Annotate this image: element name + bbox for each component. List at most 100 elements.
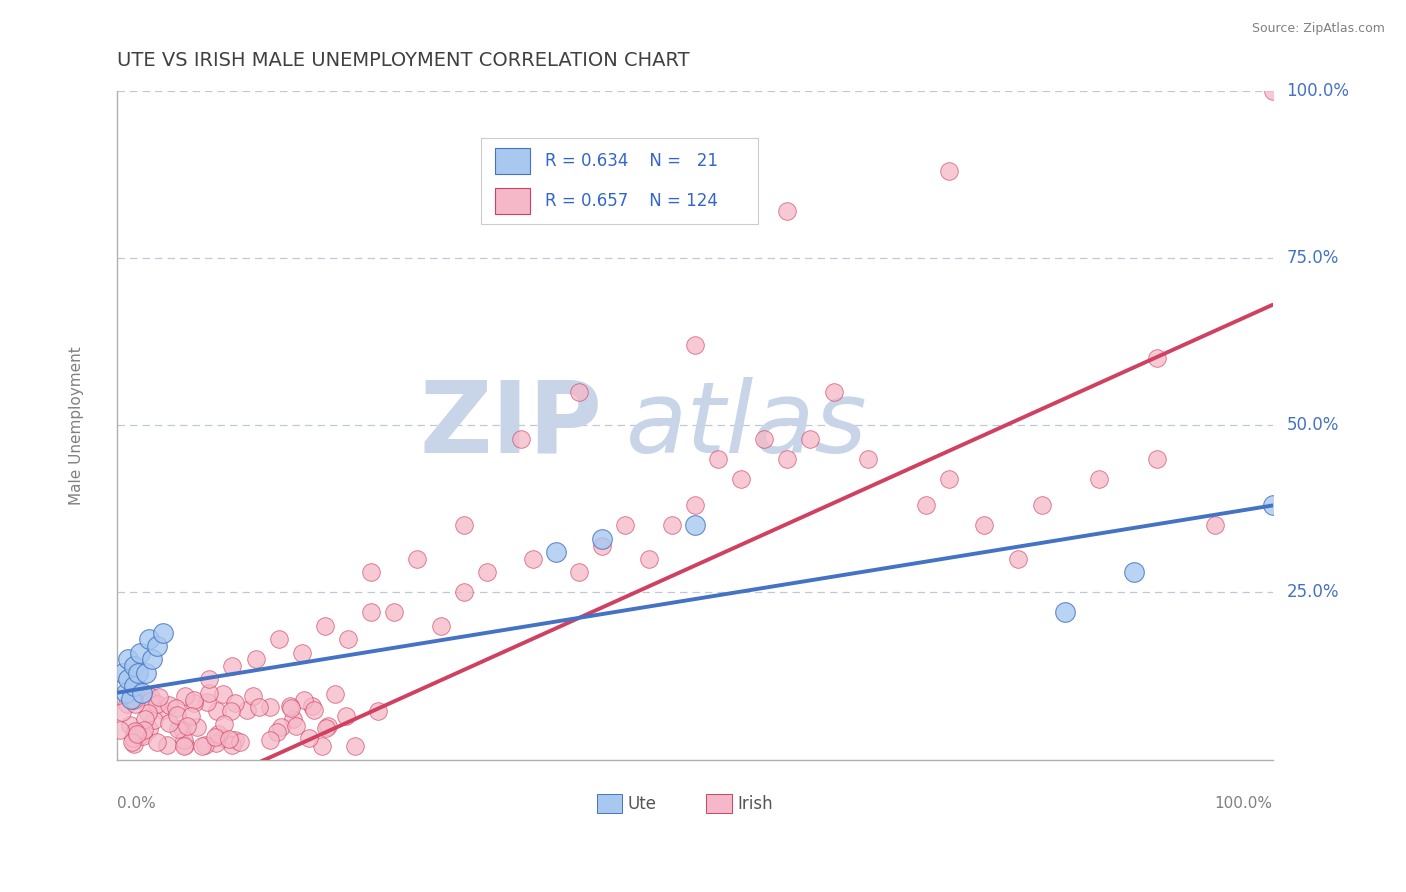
Point	[221, 704, 243, 718]
Point	[128, 729, 150, 743]
Point	[121, 735, 143, 749]
Point	[546, 545, 568, 559]
Point	[294, 693, 316, 707]
Point	[135, 665, 157, 680]
Point	[301, 699, 323, 714]
Point	[1088, 472, 1111, 486]
Point	[127, 725, 149, 739]
Point	[117, 652, 139, 666]
Point	[167, 723, 190, 737]
Point	[124, 697, 146, 711]
Point	[120, 692, 142, 706]
Point	[120, 718, 142, 732]
Point	[856, 451, 879, 466]
Point	[183, 696, 205, 710]
Point	[707, 451, 730, 466]
Point	[266, 724, 288, 739]
Point	[973, 518, 995, 533]
Point	[337, 632, 360, 647]
Point	[194, 738, 217, 752]
Point	[259, 699, 281, 714]
Point	[198, 686, 221, 700]
Point	[139, 694, 162, 708]
Point	[568, 384, 591, 399]
Point	[224, 696, 246, 710]
FancyBboxPatch shape	[481, 137, 758, 225]
Point	[212, 731, 235, 745]
Point	[776, 451, 799, 466]
Point	[186, 720, 208, 734]
Point	[136, 706, 159, 720]
Point	[211, 687, 233, 701]
Point	[298, 731, 321, 745]
Text: 25.0%: 25.0%	[1286, 583, 1339, 601]
Point	[134, 712, 156, 726]
Text: R = 0.657    N = 124: R = 0.657 N = 124	[544, 192, 717, 210]
Point	[661, 518, 683, 533]
Point	[173, 739, 195, 753]
Point	[637, 552, 659, 566]
Bar	[706, 795, 731, 814]
Point	[683, 518, 706, 533]
Point	[134, 723, 156, 737]
Point	[221, 659, 243, 673]
Text: 50.0%: 50.0%	[1286, 417, 1339, 434]
Point	[221, 739, 243, 753]
Point	[176, 719, 198, 733]
Point	[115, 698, 138, 712]
Point	[205, 704, 228, 718]
Point	[115, 686, 138, 700]
Point	[382, 606, 405, 620]
Point	[335, 709, 357, 723]
Point	[146, 639, 169, 653]
Point	[938, 472, 960, 486]
Point	[204, 736, 226, 750]
Point	[247, 699, 270, 714]
Point	[360, 606, 382, 620]
Point	[344, 739, 367, 753]
Text: R = 0.634    N =   21: R = 0.634 N = 21	[544, 152, 717, 169]
Point	[406, 552, 429, 566]
Point	[799, 432, 821, 446]
Point	[166, 708, 188, 723]
Point	[453, 585, 475, 599]
Point	[1261, 499, 1284, 513]
Point	[280, 699, 302, 714]
Point	[111, 705, 134, 719]
Point	[131, 686, 153, 700]
Point	[152, 625, 174, 640]
Point	[284, 718, 307, 732]
Point	[938, 164, 960, 178]
Point	[754, 432, 776, 446]
Point	[224, 733, 246, 747]
Point	[304, 703, 326, 717]
Text: atlas: atlas	[626, 376, 868, 474]
Point	[614, 518, 637, 533]
Point	[270, 721, 292, 735]
Point	[218, 732, 240, 747]
Text: 100.0%: 100.0%	[1215, 797, 1272, 812]
Point	[429, 619, 451, 633]
Point	[212, 717, 235, 731]
Bar	[495, 187, 530, 214]
Point	[367, 704, 389, 718]
Point	[183, 693, 205, 707]
Point	[235, 703, 257, 717]
Point	[125, 727, 148, 741]
Point	[242, 689, 264, 703]
Text: UTE VS IRISH MALE UNEMPLOYMENT CORRELATION CHART: UTE VS IRISH MALE UNEMPLOYMENT CORRELATI…	[117, 51, 689, 70]
Point	[142, 714, 165, 728]
Point	[172, 722, 194, 736]
Point	[139, 690, 162, 705]
Text: 75.0%: 75.0%	[1286, 249, 1339, 267]
Point	[174, 738, 197, 752]
Text: Irish: Irish	[738, 795, 773, 813]
Point	[776, 204, 799, 219]
Point	[165, 701, 187, 715]
Point	[191, 739, 214, 753]
Point	[475, 566, 498, 580]
Point	[360, 566, 382, 580]
Point	[180, 709, 202, 723]
Point	[281, 713, 304, 727]
Point	[1007, 552, 1029, 566]
